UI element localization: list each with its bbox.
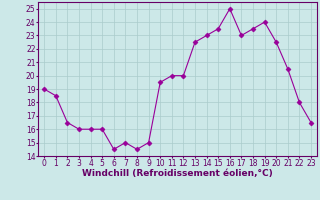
X-axis label: Windchill (Refroidissement éolien,°C): Windchill (Refroidissement éolien,°C): [82, 169, 273, 178]
